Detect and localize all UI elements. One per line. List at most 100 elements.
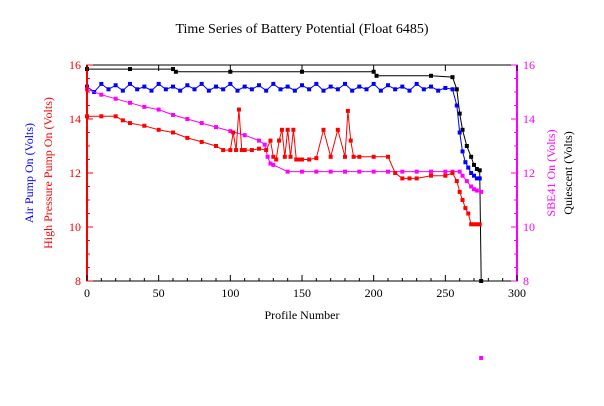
data-point [429,173,433,178]
data-point [291,127,296,132]
data-point [120,118,125,123]
data-point [364,87,369,92]
data-point [386,154,390,159]
data-point [371,69,376,74]
data-point [300,83,304,88]
data-point [271,81,276,86]
data-point [314,81,319,86]
data-point [400,84,405,89]
data-point [235,88,240,93]
data-point [142,123,147,128]
data-point [199,81,204,86]
data-point [429,84,433,89]
x-tick-label: 150 [293,286,311,300]
data-point [463,206,468,211]
data-point [357,84,362,89]
x-tick-label: 300 [508,286,526,300]
data-point [386,169,390,174]
data-point [457,130,462,135]
data-point [371,81,376,86]
data-point [443,169,448,174]
series-line-2 [86,88,482,193]
data-point [239,148,244,153]
stray-mark [479,355,484,360]
data-point [268,161,273,166]
left-tick-label: 16 [69,58,81,72]
right-axis-ticks: 8 10 12 14 16 [511,58,535,288]
data-point [294,157,299,162]
data-point [199,121,204,126]
data-point [307,87,312,92]
data-point [472,187,476,192]
data-point [457,111,462,116]
data-point [466,211,471,216]
data-point [371,169,376,174]
data-point [285,84,290,89]
data-point [279,127,284,132]
data-point [214,84,218,89]
data-point [457,169,462,174]
data-point [469,171,474,175]
data-point [288,154,293,159]
data-point [460,173,465,178]
x-tick-label: 100 [221,286,239,300]
chart-title: Time Series of Battery Potential (Float … [175,22,428,37]
data-point [454,103,459,108]
data-point [300,169,304,174]
data-point [443,173,448,178]
data-point [350,88,355,93]
data-point [228,69,233,74]
x-tick-label: 0 [84,286,90,300]
data-point [454,179,459,184]
data-point [464,179,469,184]
data-point [469,184,474,189]
data-point [393,87,398,92]
data-point [113,114,118,119]
data-point [450,87,455,92]
data-point [242,84,247,89]
data-point [328,84,333,89]
data-point [249,87,254,92]
data-point [335,87,340,92]
data-point [472,222,476,227]
data-point [156,107,161,112]
data-point [466,165,471,170]
data-point [472,173,476,178]
data-point [268,138,273,143]
data-point [135,87,140,92]
data-point [264,88,269,93]
data-point [474,188,479,193]
x-tick-label: 200 [365,286,383,300]
data-point [450,75,455,80]
right-tick-label: 14 [523,112,535,126]
series-0 [85,67,484,283]
data-point [429,169,433,174]
x-axis-label: Profile Number [265,308,340,322]
right-axis-label-quiescent: Quiescent (Volts) [561,131,575,214]
data-point [464,144,469,148]
data-point [328,169,333,174]
data-point [128,67,132,72]
data-point [450,171,455,175]
data-point [407,88,412,93]
data-point [463,160,468,165]
data-point [228,148,233,153]
data-point [469,222,474,227]
data-point [178,88,183,93]
data-point [265,154,270,159]
data-point [171,130,175,135]
data-point [128,81,132,86]
series-layer [85,67,484,360]
data-point [343,169,347,174]
data-point [257,83,261,88]
data-point [221,87,226,92]
data-point [407,176,412,181]
data-point [264,148,269,153]
data-point [231,130,236,135]
data-point [171,67,175,72]
data-point [386,83,390,88]
data-point [474,176,479,181]
data-point [221,148,226,153]
x-tick-label: 50 [153,286,165,300]
